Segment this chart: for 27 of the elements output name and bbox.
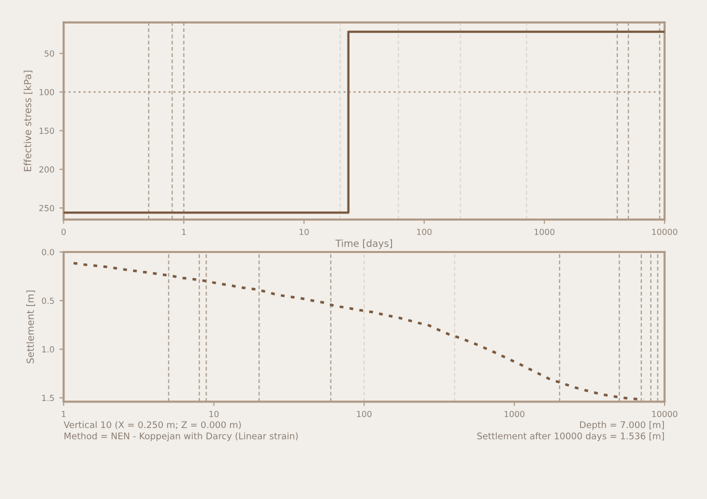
y-tick-label: 100 [40,89,54,96]
y-axis-title: Settlement [m] [26,290,36,364]
x-tick-label: 0 [62,228,66,236]
x-axis-title: Time [days] [335,239,392,249]
x-tick-label: 10 [209,410,219,418]
y-tick-label: 50 [44,50,54,57]
x-tick-label: 1000 [504,410,524,418]
text: Depth = 7.000 [m] [580,421,664,430]
x-tick-label: 10000 [652,228,678,236]
y-tick-label: 250 [39,204,54,212]
y-tick-label: 0.5 [42,298,54,304]
y-tick-label: 0.0 [42,248,54,256]
x-tick-label: 10000 [652,410,678,418]
y-tick-label: 150 [40,128,54,134]
x-tick-label: 100 [417,228,432,236]
text: Vertical 10 (X = 0.250 m; Z = 0.000 m) [64,421,241,430]
text: Settlement after 10000 days = 1.536 [m] [477,432,664,442]
x-tick-label: 10 [300,228,309,236]
x-tick-label: 100 [357,410,372,418]
y-tick-label: 1.0 [42,346,54,352]
x-tick-label: 1 [182,228,186,235]
y-axis-title: Effective stress [kPa] [24,70,32,172]
y-tick-label: 1.5 [42,394,54,402]
x-tick-label: 1 [62,410,66,418]
y-tick-label: 200 [39,166,54,173]
x-tick-label: 1000 [534,228,554,236]
text: Method = NEN - Koppejan with Darcy (Linear strain) [64,432,298,442]
